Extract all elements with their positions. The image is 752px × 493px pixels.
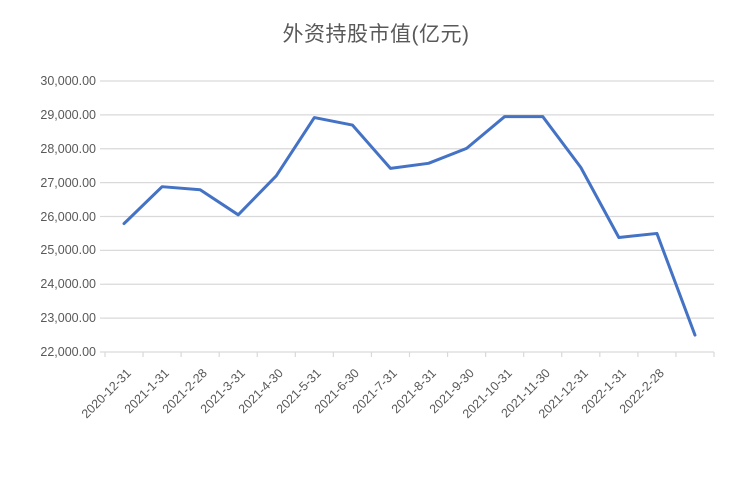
chart-title: 外资持股市值(亿元) (282, 23, 470, 46)
gridlines (100, 80, 714, 353)
x-axis-ticks (104, 352, 715, 357)
y-axis-tick-label: 29,000.00 (40, 107, 96, 122)
y-axis-tick-label: 23,000.00 (40, 311, 96, 326)
y-axis-tick-label: 22,000.00 (40, 345, 96, 359)
y-axis-tick-label: 25,000.00 (40, 243, 96, 258)
y-axis-tick-label: 27,000.00 (40, 175, 96, 190)
y-axis-tick-label: 26,000.00 (40, 209, 96, 224)
y-axis-tick-label: 30,000.00 (40, 74, 96, 88)
line-chart: 外资持股市值(亿元) 30,000.00 29,000.00 28,000.00 27… (40, 23, 715, 422)
y-axis-tick-label: 28,000.00 (40, 141, 96, 156)
data-series-line (122, 115, 697, 337)
plot-area (100, 80, 715, 357)
y-axis-tick-label: 24,000.00 (40, 277, 96, 292)
